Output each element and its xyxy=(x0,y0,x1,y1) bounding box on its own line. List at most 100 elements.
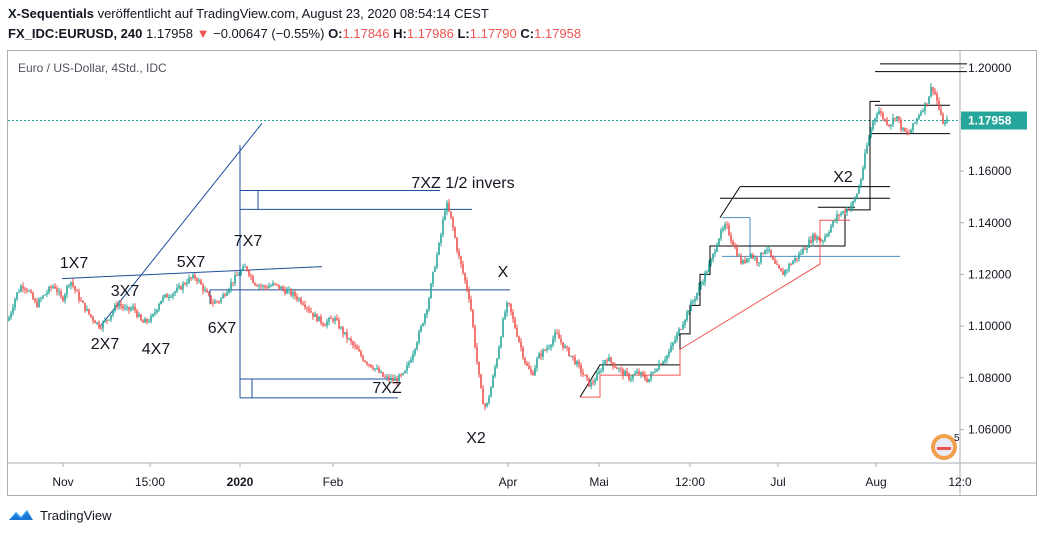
candle-body xyxy=(32,292,34,300)
candle-body xyxy=(174,291,176,294)
candle-body xyxy=(234,275,236,284)
candle-body xyxy=(888,124,890,126)
grid xyxy=(7,50,1037,496)
candle-body xyxy=(112,310,114,315)
candle-body xyxy=(556,332,558,334)
candle-body xyxy=(144,318,146,323)
candle-body xyxy=(452,217,454,228)
candle-body xyxy=(310,310,312,313)
candle-body xyxy=(96,322,98,324)
candle-body xyxy=(384,376,386,378)
candle-body xyxy=(332,318,334,322)
annotation-label: 1X7 xyxy=(60,255,89,272)
candle-body xyxy=(898,116,900,121)
candle-body xyxy=(338,319,340,329)
candle-body xyxy=(456,237,458,251)
candle-body xyxy=(412,353,414,360)
candle-body xyxy=(400,374,402,376)
candle-body xyxy=(580,365,582,373)
candle-body xyxy=(74,286,76,291)
candle-body xyxy=(10,312,12,318)
candle-body xyxy=(578,361,580,366)
candle-body xyxy=(224,294,226,296)
candle-body xyxy=(896,116,898,120)
candle-body xyxy=(284,289,286,294)
candle-body xyxy=(342,327,344,334)
candle-body xyxy=(330,318,332,320)
candle-body xyxy=(808,239,810,248)
candle-body xyxy=(588,377,590,387)
candle-body xyxy=(262,285,264,287)
candle-body xyxy=(700,283,702,287)
candle-body xyxy=(688,311,690,313)
brand-label: TradingView xyxy=(40,507,112,523)
candle-body xyxy=(22,286,24,289)
down-arrow-icon: ▼ xyxy=(196,26,210,41)
candle-body xyxy=(822,240,824,242)
candle-body xyxy=(782,271,784,275)
candle-body xyxy=(128,307,130,311)
candle-body xyxy=(218,301,220,303)
candle-body xyxy=(24,288,26,290)
candle-body xyxy=(856,193,858,199)
candle-body xyxy=(742,260,744,264)
chart-frame[interactable] xyxy=(7,50,1037,496)
candle-body xyxy=(226,292,228,296)
candle-body xyxy=(672,342,674,346)
candle-body xyxy=(258,285,260,287)
candle-body xyxy=(422,323,424,327)
candle-body xyxy=(392,377,394,381)
candle-body xyxy=(726,224,728,226)
candle-body xyxy=(642,372,644,375)
candle-body xyxy=(620,368,622,370)
candle-body xyxy=(42,295,44,299)
candle-body xyxy=(650,373,652,379)
candle-body xyxy=(62,296,64,301)
y-tick-label: 1.12000 xyxy=(968,267,1012,281)
candle-body xyxy=(364,360,366,363)
candle-body xyxy=(118,303,120,307)
candle-body xyxy=(148,321,150,323)
flag-stripe xyxy=(937,447,951,450)
candle-body xyxy=(426,309,428,315)
candle-body xyxy=(446,202,448,212)
candle-body xyxy=(894,118,896,120)
candle-body xyxy=(320,316,322,323)
candle-body xyxy=(740,255,742,264)
candle-body xyxy=(8,317,10,321)
y-tick-label: 1.20000 xyxy=(968,61,1012,75)
candle-body xyxy=(388,376,390,380)
candle-body xyxy=(440,234,442,243)
candle-body xyxy=(662,361,664,365)
candle-body xyxy=(758,262,760,264)
candle-body xyxy=(564,346,566,348)
candle-body xyxy=(202,284,204,291)
candle-body xyxy=(708,263,710,272)
candle-body xyxy=(318,316,320,322)
candle-body xyxy=(50,286,52,288)
annotation-label: 7XZ xyxy=(372,380,402,397)
candle-body xyxy=(900,120,902,130)
staircase-red xyxy=(580,219,850,398)
candle-body xyxy=(724,224,726,229)
candle-body xyxy=(374,368,376,370)
candle-body xyxy=(322,322,324,326)
candle-body xyxy=(166,294,168,298)
candle-body xyxy=(172,293,174,297)
candle-body xyxy=(356,346,358,350)
candle-body xyxy=(70,282,72,286)
candle-body xyxy=(126,307,128,309)
candle-body xyxy=(282,286,284,290)
candle-body xyxy=(438,242,440,255)
candle-body xyxy=(532,372,534,376)
candle-body xyxy=(314,314,316,317)
candle-body xyxy=(80,300,82,302)
candle-body xyxy=(570,355,572,357)
candle-body xyxy=(26,289,28,292)
candle-body xyxy=(522,347,524,358)
x-axis: Nov 15:00 2020 Feb Apr Mai 12:00 Jul Aug 12:0 xyxy=(52,463,972,489)
candle-body xyxy=(366,362,368,365)
candle-body xyxy=(264,285,266,288)
candle-body xyxy=(582,372,584,375)
